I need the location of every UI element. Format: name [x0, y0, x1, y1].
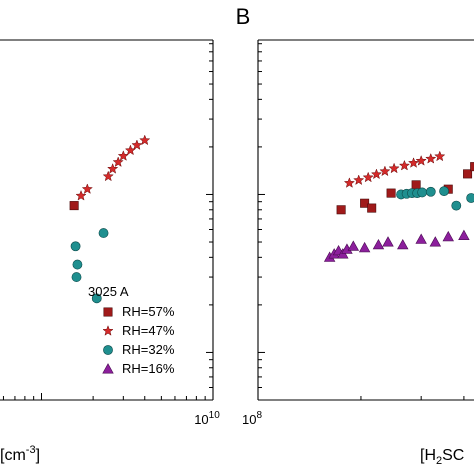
data-point	[425, 152, 437, 164]
axes-frame	[0, 39, 214, 401]
data-point	[417, 187, 428, 198]
legend-label: RH=16%	[122, 361, 175, 376]
data-point	[470, 162, 474, 172]
data-point	[124, 144, 137, 156]
legend-marker	[102, 363, 114, 374]
legend-label: RH=47%	[122, 323, 175, 338]
data-point	[107, 163, 119, 174]
data-point	[91, 293, 102, 304]
data-point	[398, 159, 411, 171]
panel-a: 1010 [cm-3]	[0, 39, 220, 464]
x-tick-label: 1010	[194, 410, 220, 427]
data-point	[442, 230, 454, 242]
series-rh-32-	[396, 186, 474, 211]
data-point	[451, 200, 462, 211]
series-rh-16-	[323, 229, 470, 262]
data-point	[102, 170, 114, 182]
data-point	[367, 203, 377, 213]
data-point	[397, 239, 409, 250]
data-point	[72, 259, 83, 270]
data-point	[98, 228, 109, 238]
legend-marker	[103, 345, 113, 355]
data-point	[458, 229, 470, 240]
data-point	[117, 150, 129, 161]
series-rh-47-	[343, 150, 446, 188]
series-rh-47-	[75, 134, 151, 201]
x-axis-label: [cm-3]	[0, 444, 40, 464]
data-point	[360, 198, 370, 208]
data-point	[429, 236, 442, 247]
data-point	[362, 171, 374, 183]
data-point	[372, 239, 385, 250]
data-point	[407, 157, 420, 168]
data-point	[347, 240, 360, 251]
legend-title: 3025 A	[88, 284, 129, 299]
data-point	[388, 162, 400, 174]
panel-b: 108 [H2SC B	[236, 4, 474, 467]
legend: 3025 A RH=57% RH=47% RH=32% RH=16%	[88, 284, 175, 376]
data-point	[75, 189, 87, 201]
legend-marker	[103, 307, 113, 317]
data-point	[71, 272, 82, 282]
x-tick-label: 108	[242, 410, 262, 427]
data-point	[336, 205, 346, 215]
data-point	[81, 183, 93, 194]
data-point	[353, 174, 365, 186]
series-rh-32-	[70, 228, 109, 304]
data-point	[415, 233, 427, 244]
data-point	[466, 193, 474, 203]
legend-label: RH=32%	[122, 342, 175, 357]
panel-label: B	[236, 4, 251, 29]
data-point	[382, 236, 394, 247]
x-axis-label: [H2SC	[420, 447, 464, 467]
data-point	[131, 139, 143, 150]
data-point	[358, 241, 371, 253]
data-point	[386, 188, 396, 198]
data-point	[379, 165, 391, 177]
data-point	[415, 155, 427, 166]
legend-marker	[102, 325, 114, 336]
data-point	[434, 150, 446, 162]
data-point	[425, 186, 436, 197]
data-point	[439, 186, 449, 197]
data-point	[370, 168, 383, 180]
data-point	[112, 156, 124, 167]
data-point	[139, 134, 151, 146]
legend-label: RH=57%	[122, 304, 175, 319]
data-point	[69, 201, 79, 211]
data-point	[70, 241, 81, 252]
series-rh-57-	[69, 201, 79, 211]
data-point	[411, 180, 421, 190]
axes-frame	[257, 39, 474, 401]
data-point	[343, 177, 355, 188]
data-point	[463, 169, 473, 179]
